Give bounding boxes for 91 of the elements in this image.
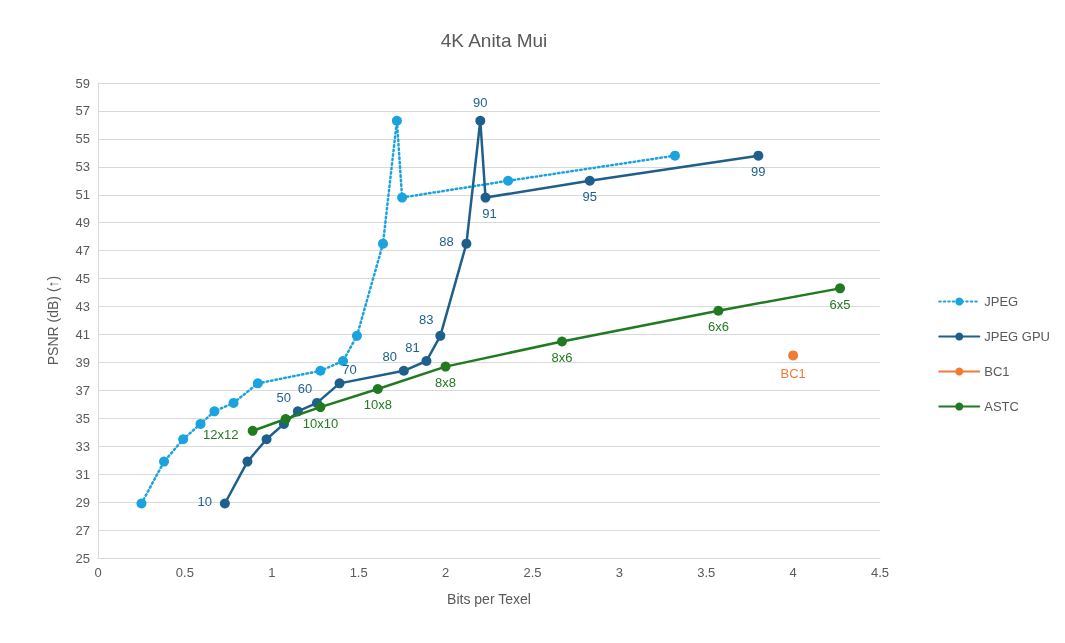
point: [280, 413, 291, 424]
point: [252, 378, 263, 389]
annotation: 83: [419, 312, 434, 328]
annotation: 99: [751, 164, 766, 180]
legend-label: BC1: [984, 364, 1010, 379]
x-axis-title: Bits per Texel: [447, 591, 531, 607]
legend-label: JPEG GPU: [984, 329, 1051, 344]
annotation: 8x6: [551, 349, 573, 365]
chart-title: 4K Anita Mui: [440, 30, 548, 51]
x-tick-label: 0.5: [175, 565, 194, 580]
point: [440, 361, 451, 372]
y-tick-label: 39: [75, 354, 90, 370]
annotation: 6x6: [707, 319, 729, 335]
point: [557, 336, 567, 347]
x-tick-label: 0: [94, 565, 102, 580]
x-tick-label: 1.5: [349, 565, 368, 580]
annotation: 81: [405, 339, 420, 355]
y-tick-label: 43: [75, 299, 90, 315]
point: [315, 402, 326, 413]
x-tick-label: 1: [268, 565, 276, 580]
point: [315, 365, 326, 376]
y-tick-label: 27: [75, 522, 90, 538]
point: [136, 498, 147, 509]
point: [753, 150, 764, 161]
point: [669, 150, 680, 161]
annotation: 88: [439, 234, 454, 250]
point: [195, 418, 206, 429]
point: [398, 365, 409, 376]
x-tick-label: 2: [441, 565, 450, 580]
point: [209, 406, 220, 417]
point: [178, 434, 189, 445]
y-tick-label: 45: [75, 271, 90, 287]
legend-label: JPEG: [984, 294, 1019, 309]
point: [475, 115, 486, 126]
x-tick-label: 4: [789, 565, 797, 580]
annotation: 8x8: [435, 375, 457, 391]
x-tick-label: 3: [615, 565, 623, 580]
point: [228, 397, 239, 408]
y-tick-label: 37: [75, 382, 90, 398]
point: [372, 383, 383, 394]
y-tick-label: 25: [75, 550, 90, 566]
point: [461, 238, 472, 249]
y-tick-label: 59: [75, 75, 90, 91]
y-axis-title: PSNR (dB) (↑): [45, 275, 61, 366]
x-tick-label: 2.5: [523, 565, 542, 580]
point: [351, 330, 362, 341]
y-tick-label: 51: [75, 187, 90, 203]
y-tick-label: 33: [75, 438, 90, 454]
point: [219, 498, 230, 509]
annotation: 10: [197, 494, 213, 510]
y-tick-label: 41: [75, 326, 90, 342]
y-tick-label: 35: [75, 410, 90, 426]
annotation: 50: [276, 389, 292, 405]
point: [247, 425, 258, 436]
point: [503, 175, 514, 186]
x-tick-label: 3.5: [697, 565, 716, 580]
point: [584, 175, 595, 186]
point: [421, 356, 432, 367]
annotation: 10x8: [363, 397, 392, 413]
point: [480, 192, 491, 203]
point: [435, 330, 446, 341]
y-tick-label: 53: [75, 159, 90, 175]
point: [261, 434, 272, 445]
point: [713, 305, 724, 316]
point: [334, 378, 345, 389]
y-tick-label: 31: [75, 466, 90, 482]
annotation: 12x12: [202, 427, 239, 443]
x-tick-label: 4.5: [870, 565, 890, 580]
y-tick-label: 29: [75, 494, 90, 510]
point: [338, 356, 349, 367]
annotation: 10x10: [302, 415, 339, 431]
annotation: 80: [382, 349, 398, 365]
legend-label: ASTC: [984, 399, 1019, 414]
point: [788, 350, 799, 361]
point: [159, 456, 170, 467]
annotation: 6x5: [829, 296, 851, 312]
point: [397, 192, 408, 203]
point: [391, 115, 402, 126]
point: [835, 283, 846, 294]
point: [378, 238, 388, 249]
annotation: 60: [297, 381, 313, 397]
annotation: 70: [342, 361, 357, 377]
annotation: 95: [582, 189, 598, 205]
y-tick-label: 47: [75, 243, 90, 259]
annotation: 91: [482, 206, 497, 222]
point: [242, 456, 253, 467]
y-tick-label: 49: [75, 215, 90, 231]
annotation: BC1: [780, 365, 806, 381]
y-tick-label: 57: [75, 103, 90, 119]
annotation: 90: [473, 95, 488, 111]
y-tick-label: 55: [75, 131, 90, 147]
